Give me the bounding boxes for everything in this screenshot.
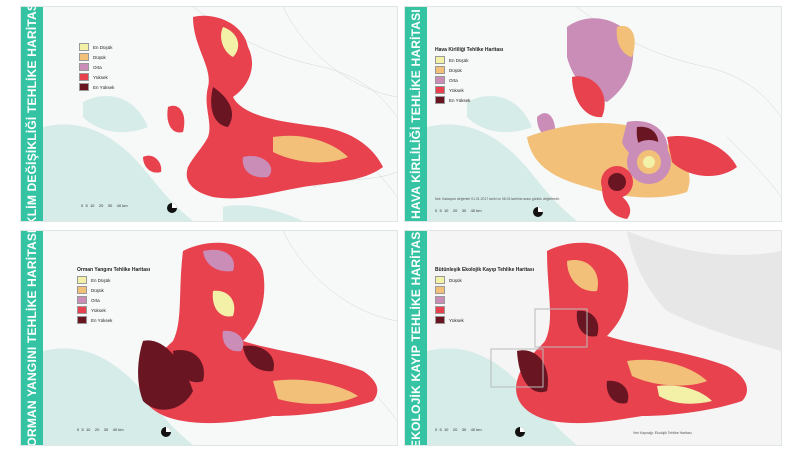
- panel-title: ORMAN YANGINI TEHLİKE HARİTASI: [25, 230, 39, 446]
- legend-item: Yüksek: [435, 86, 503, 94]
- air-pollution-map: [427, 7, 781, 221]
- scale-bar: 0 5 10 20 30 40 km: [77, 427, 124, 432]
- forest-fire-map: [43, 231, 397, 445]
- scale-bar: 0 5 10 20 30 40 km: [81, 203, 128, 208]
- legend-item: En Yüksek: [77, 316, 150, 324]
- map-panel-air: HAVA KİRLİLİĞİ TEHLİKE HARİTASI Hava Kir…: [404, 6, 782, 222]
- climate-map: [43, 7, 397, 221]
- scale-bar: 0 5 10 20 30 40 km: [435, 208, 482, 213]
- scale-bar: 0 5 10 20 30 40 km: [435, 427, 482, 432]
- panel-title: HAVA KİRLİLİĞİ TEHLİKE HARİTASI: [409, 9, 423, 219]
- legend-item: En Düşük: [77, 276, 150, 284]
- legend-item: Orta: [77, 296, 150, 304]
- map-legend: Bütünleşik Ekolojik Kayıp Tehlike Harita…: [435, 267, 534, 326]
- legend-item: Düşük: [435, 276, 534, 284]
- map-legend: Hava Kirliliği Tehlike Haritası En Düşük…: [435, 47, 503, 106]
- legend-item: Yüksek: [77, 306, 150, 314]
- map-note: Not: Kalasyon değerleri 01.01.2017 tarih…: [435, 197, 560, 201]
- legend-item: Düşük: [79, 53, 114, 61]
- legend-title: Hava Kirliliği Tehlike Haritası: [435, 47, 504, 53]
- legend-item: En Yüksek: [435, 96, 503, 104]
- title-band: ORMAN YANGINI TEHLİKE HARİTASI: [21, 231, 43, 445]
- legend-item: [435, 296, 534, 304]
- title-band: İKLİM DEĞİŞİKLİĞİ TEHLİKE HARİTASI: [21, 7, 43, 221]
- title-band: EKOLOJİK KAYIP TEHLİKE HARİTASI: [405, 231, 427, 445]
- legend-item: En Düşük: [435, 56, 503, 64]
- map-panel-climate: İKLİM DEĞİŞİKLİĞİ TEHLİKE HARİTASI En Dü…: [20, 6, 398, 222]
- legend-item: Orta: [435, 76, 503, 84]
- title-band: HAVA KİRLİLİĞİ TEHLİKE HARİTASI: [405, 7, 427, 221]
- legend-title: Orman Yangını Tehlike Haritası: [77, 267, 151, 273]
- map-panel-ecological: EKOLOJİK KAYIP TEHLİKE HARİTASI Bütünleş…: [404, 230, 782, 446]
- north-arrow-icon: [167, 203, 177, 213]
- north-arrow-icon: [533, 207, 543, 217]
- legend-item: Düşük: [77, 286, 150, 294]
- legend-title: Bütünleşik Ekolojik Kayıp Tehlike Harita…: [435, 267, 535, 273]
- legend-item: En Yüksek: [79, 83, 114, 91]
- north-arrow-icon: [515, 427, 525, 437]
- legend-item: [435, 286, 534, 294]
- legend-item: Düşük: [435, 66, 503, 74]
- north-arrow-icon: [161, 427, 171, 437]
- legend-item: Orta: [79, 63, 114, 71]
- map-panel-forestfire: ORMAN YANGINI TEHLİKE HARİTASI Orman Yan…: [20, 230, 398, 446]
- map-legend: Orman Yangını Tehlike Haritası En Düşük …: [77, 267, 150, 326]
- ecological-loss-map: [427, 231, 781, 445]
- legend-item: [435, 306, 534, 314]
- map-legend: En Düşük Düşük Orta Yüksek En Yüksek: [79, 43, 114, 93]
- data-source-credit: Veri Kaynağı: Ekolojik Tehlike Haritası: [633, 431, 692, 435]
- panel-title: İKLİM DEĞİŞİKLİĞİ TEHLİKE HARİTASI: [25, 6, 39, 222]
- legend-item: Yüksek: [79, 73, 114, 81]
- panel-title: EKOLOJİK KAYIP TEHLİKE HARİTASI: [409, 230, 423, 446]
- legend-item: Yüksek: [435, 316, 534, 324]
- legend-item: En Düşük: [79, 43, 114, 51]
